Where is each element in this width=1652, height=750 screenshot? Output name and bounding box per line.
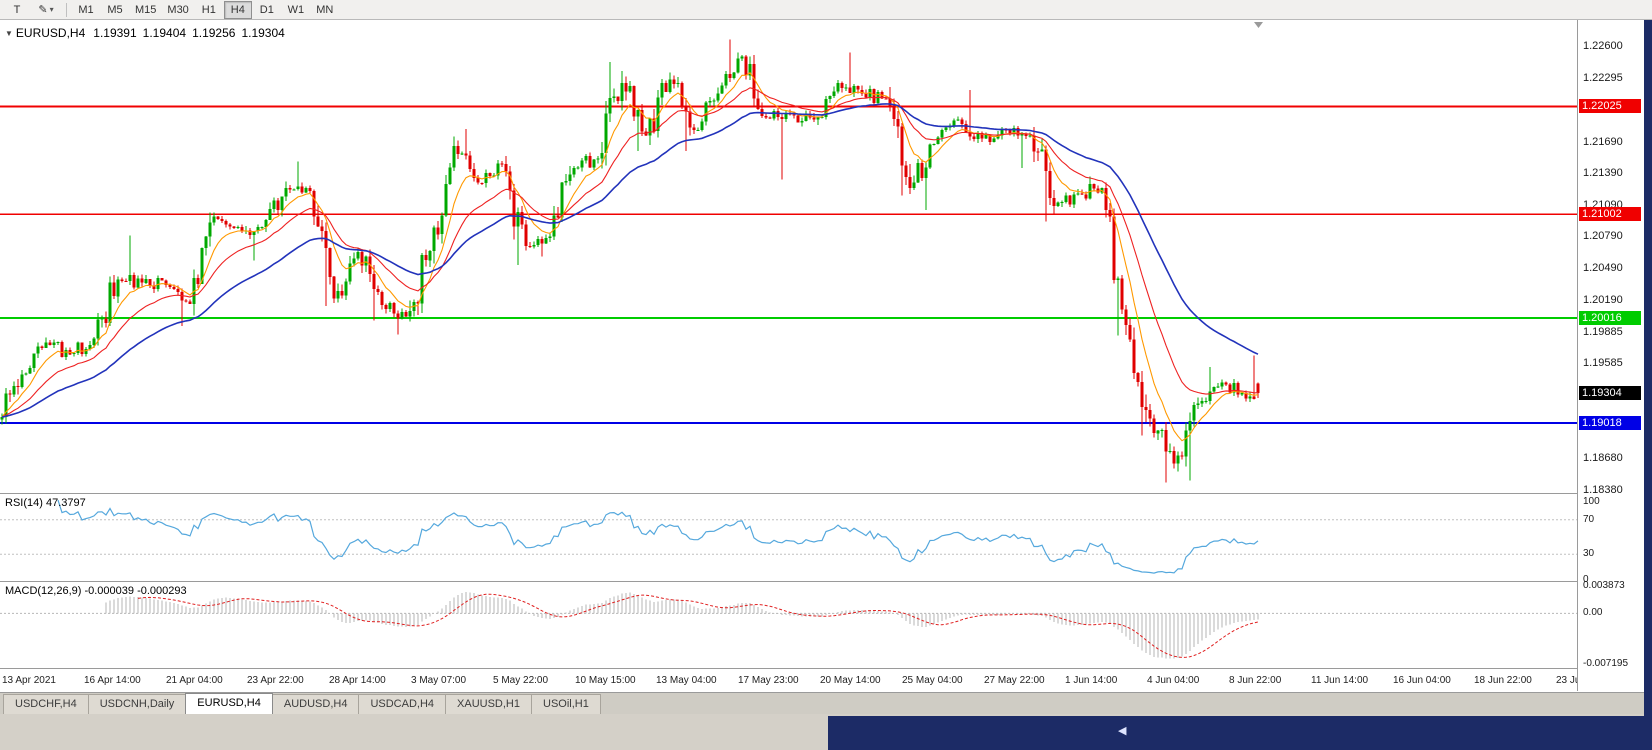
tab-xauusd-h1[interactable]: XAUUSD,H1 [445,694,532,714]
candle-series [0,39,1260,483]
price-tick: 1.21690 [1583,136,1623,148]
timeframe-h4-button[interactable]: H4 [223,0,252,19]
time-tick: 13 May 04:00 [656,675,717,686]
toolbar-separator [66,2,67,17]
timeframe-m15-button[interactable]: M15 [135,3,157,16]
rsi-scale-tick: 100 [1583,496,1600,507]
time-tick: 3 May 07:00 [411,675,467,686]
current-price-marker: 1.19304 [1579,386,1641,400]
rsi-scale-tick: 0 [1583,574,1589,585]
time-tick: 13 Apr 2021 [2,675,56,686]
rsi-panel-canvas[interactable] [0,494,1577,581]
time-tick: 17 May 23:00 [738,675,799,686]
tab-audusd-h4[interactable]: AUDUSD,H4 [271,694,360,714]
ohlc-low: 1.19256 [192,26,236,40]
timeframe-d1-button[interactable]: D1 [259,3,274,16]
moving-average-ma_fast [1,72,1259,442]
time-tick: 16 Jun 04:00 [1393,675,1451,686]
price-axis[interactable]: 1.226001.222951.219951.216901.213901.210… [1577,20,1645,691]
price-marker-level: 1.22025 [1579,99,1641,113]
timeframe-w1-button[interactable]: W1 [287,3,305,16]
status-strip: ◀ [0,714,1652,750]
time-tick: 28 Apr 14:00 [329,675,386,686]
chart-tabs: USDCHF,H4 USDCNH,Daily EURUSD,H4 AUDUSD,H4 U… [0,692,1652,714]
moving-average-ma_mid [1,87,1258,418]
timeframe-m5-button[interactable]: M5 [107,3,123,16]
macd-panel-canvas[interactable] [0,582,1577,668]
time-tick: 10 May 15:00 [575,675,636,686]
draw-tool-button[interactable]: ✎ ▾ [32,1,60,19]
timeframe-h1-button[interactable]: H1 [201,3,216,16]
price-marker-level: 1.19018 [1579,416,1641,430]
macd-label: MACD(12,26,9) -0.000039 -0.000293 [5,585,187,597]
rsi-scale-tick: 30 [1583,548,1595,559]
time-tick: 25 May 04:00 [902,675,963,686]
window-edge-strip [1644,20,1652,750]
chart-title: ▼ EURUSD,H4 1.19391 1.19404 1.19256 1.19… [5,26,291,40]
chevron-left-icon[interactable]: ◀ [1118,725,1127,737]
macd-scale-tick: 0.00 [1583,607,1603,618]
price-tick: 1.21390 [1583,167,1623,179]
time-tick: 4 Jun 04:00 [1147,675,1200,686]
tab-usdcad-h4[interactable]: USDCAD,H4 [358,694,447,714]
time-tick: 8 Jun 22:00 [1229,675,1282,686]
panel-separator[interactable] [0,581,1644,582]
price-tick: 1.19885 [1583,326,1623,338]
price-tick: 1.19585 [1583,357,1623,369]
tab-usdchf-h4[interactable]: USDCHF,H4 [3,694,89,714]
macd-scale-tick: -0.007195 [1583,658,1629,669]
price-tick: 1.22295 [1583,72,1623,84]
price-marker-level: 1.21002 [1579,207,1641,221]
macd-scale-tick: 0.003873 [1583,580,1625,591]
time-tick: 21 Apr 04:00 [166,675,223,686]
chevron-down-icon: ▾ [49,5,54,14]
rsi-scale-tick: 70 [1583,514,1595,525]
pen-icon: ✎ [38,4,48,16]
timeframe-m30-button[interactable]: M30 [167,3,189,16]
symbol-label: EURUSD,H4 [15,26,86,40]
price-tick: 1.18380 [1583,484,1623,496]
text-tool-button[interactable]: T [13,3,21,16]
time-tick: 27 May 22:00 [984,675,1045,686]
price-marker-level: 1.20016 [1579,311,1641,325]
chart-shift-icon[interactable] [1254,22,1263,28]
ohlc-close: 1.19304 [241,26,285,40]
price-tick: 1.22600 [1583,40,1623,52]
symbol-marker-icon: ▼ [5,28,13,38]
taskbar-area: ◀ [828,716,1652,750]
price-chart-canvas[interactable] [0,20,1577,493]
timeframe-m1-button[interactable]: M1 [78,3,94,16]
ohlc-open: 1.19391 [93,26,137,40]
timeframe-group: M1 M5 M15 M30 H1 H4 D1 W1 MN [72,0,340,19]
time-tick: 16 Apr 14:00 [84,675,141,686]
rsi-label: RSI(14) 47.3797 [5,497,86,509]
panel-separator[interactable] [0,493,1644,494]
time-tick: 11 Jun 14:00 [1311,675,1369,686]
macd-signal-line [137,593,1259,658]
macd-histogram [105,592,1259,659]
tab-usdcnh-daily[interactable]: USDCNH,Daily [87,694,187,714]
price-tick: 1.20190 [1583,294,1623,306]
time-axis[interactable]: 13 Apr 2021 16 Apr 14:00 21 Apr 04:00 23 Ap… [0,669,1644,692]
time-tick: 23 Apr 22:00 [247,675,304,686]
ohlc-high: 1.19404 [142,26,187,40]
moving-average-ma_slow [1,103,1259,418]
toolbar: T ✎ ▾ M1 M5 M15 M30 H1 H4 D1 W1 MN [0,0,1652,20]
time-tick: 20 May 14:00 [820,675,881,686]
panel-separator [0,668,1644,669]
tab-eurusd-h4[interactable]: EURUSD,H4 [185,693,273,714]
price-tick: 1.20490 [1583,262,1623,274]
rsi-line [57,499,1259,574]
price-tick: 1.18680 [1583,452,1623,464]
price-tick: 1.20790 [1583,230,1623,242]
time-tick: 5 May 22:00 [493,675,549,686]
time-tick: 18 Jun 22:00 [1474,675,1532,686]
time-tick: 1 Jun 14:00 [1065,675,1118,686]
timeframe-mn-button[interactable]: MN [316,3,334,16]
tab-usoil-h1[interactable]: USOil,H1 [531,694,601,714]
